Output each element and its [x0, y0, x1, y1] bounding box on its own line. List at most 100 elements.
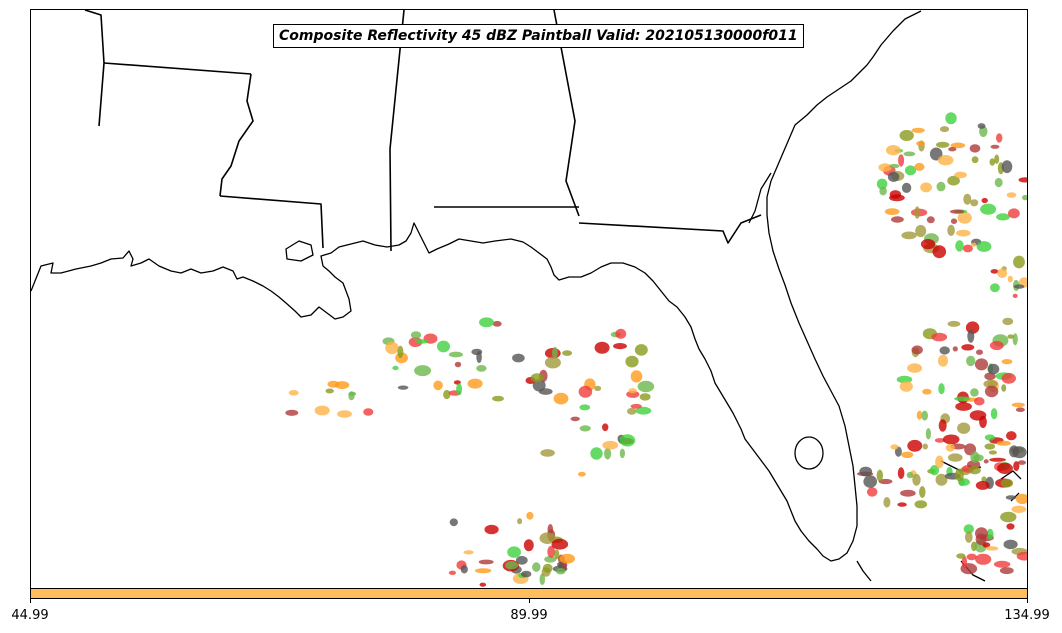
paintball-cell [542, 563, 553, 573]
paintball-cell [1008, 208, 1020, 219]
paintball-cell [947, 175, 960, 186]
paintball-cell [965, 531, 973, 543]
paintball-cell [977, 123, 986, 129]
paintball-cell [984, 434, 996, 441]
paintball-cell [990, 269, 999, 274]
paintball-cell [634, 344, 648, 356]
paintball-cell [479, 317, 494, 328]
paintball-cell [578, 385, 593, 398]
paintball-cell [914, 500, 928, 509]
paintball-cell [1013, 255, 1025, 269]
border-mississippi-river [219, 73, 254, 197]
paintball-cell [950, 218, 958, 224]
paintball-cell [554, 549, 560, 560]
colorbar [30, 588, 1028, 599]
paintball-cell [876, 178, 888, 190]
paintball-cell [1006, 192, 1017, 198]
paintball-cell [460, 565, 468, 574]
paintball-cell [449, 518, 458, 527]
paintball-cell [397, 385, 409, 390]
map-canvas [31, 10, 1027, 587]
paintball-cell [987, 363, 1000, 375]
paintball-cell [950, 142, 966, 149]
paintball-cell [1001, 359, 1013, 365]
paintball-cell [993, 560, 1011, 568]
map-title: Composite Reflectivity 45 dBZ Paintball … [273, 24, 804, 48]
paintball-cell [448, 351, 463, 358]
paintball-cell [957, 211, 972, 224]
paintball-cell [897, 467, 905, 479]
paintball-cell [935, 455, 944, 469]
paintball-cell [515, 555, 528, 565]
paintball-cell [1007, 275, 1013, 283]
paintball-cell [963, 193, 972, 205]
paintball-cell [899, 381, 913, 392]
paintball-cell [968, 466, 981, 475]
paintball-cell [887, 171, 900, 182]
paintball-cell [969, 410, 987, 421]
colorbar-tick-right [1027, 599, 1028, 603]
paintball-cell [890, 444, 899, 450]
paintball-cell [966, 355, 976, 367]
paintball-cell [976, 241, 992, 252]
paintball-cell [363, 408, 374, 416]
paintball-cell [539, 573, 546, 586]
paintball-cell [639, 393, 651, 401]
paintball-cell [476, 365, 487, 372]
paintball-cell [1002, 317, 1014, 326]
paintball-cell [579, 425, 591, 432]
paintball-cell [540, 449, 555, 457]
paintball-cell [984, 443, 996, 450]
paintball-cell [414, 365, 432, 377]
paintball-cell [467, 378, 483, 389]
paintball-cell [937, 354, 949, 367]
paintball-cell [314, 405, 330, 416]
paintball-cell [970, 242, 977, 247]
paintball-cell [919, 486, 926, 498]
paintball-cell [1016, 551, 1027, 561]
paintball-cell [922, 388, 932, 395]
paintball-cell [911, 127, 925, 133]
paintball-cell [559, 553, 575, 564]
paintball-cell [334, 381, 350, 390]
paintball-cell [415, 339, 429, 344]
paintball-cell [901, 451, 914, 458]
paintball-cell [1006, 431, 1017, 441]
paintball-cell [562, 350, 573, 356]
paintball-cell [997, 462, 1013, 474]
paintball-cell [635, 406, 652, 415]
paintball-cell [285, 409, 299, 416]
lake-pontchartrain [285, 240, 314, 262]
paintball-cell [471, 348, 483, 356]
paintball-cell [961, 556, 968, 569]
paintball-cell [1015, 407, 1025, 413]
paintball-cell [926, 216, 935, 224]
paintball-cell [1018, 177, 1027, 183]
paintball-cell [947, 224, 955, 236]
paintball-cell [990, 408, 998, 420]
paintball-cell [570, 416, 580, 422]
paintball-cell [619, 434, 636, 447]
paintball-cell [981, 197, 988, 204]
paintball-cell [1011, 402, 1025, 408]
paintball-cell [935, 473, 948, 486]
border-mississippi-west [84, 10, 105, 64]
paintball-cell [1013, 284, 1025, 289]
paintball-cell [948, 147, 957, 152]
paintball-cell [907, 363, 923, 373]
border-mississippi-south [219, 195, 324, 249]
paintball-cell [990, 144, 1000, 149]
paintball-cell [970, 388, 979, 397]
paintball-cell [949, 209, 965, 214]
paintball-cell [551, 538, 569, 550]
paintball-cell [889, 190, 902, 199]
colorbar-tick-label-right: 134.99 [1004, 608, 1050, 623]
paintball-cell [544, 556, 557, 563]
paintball-cell [903, 151, 916, 157]
paintball-cell [955, 240, 964, 252]
paintball-cell [900, 489, 916, 497]
paintball-cell [613, 343, 627, 350]
paintball-cell [475, 568, 492, 574]
paintball-cell [956, 229, 971, 237]
paintball-cell [1011, 505, 1027, 513]
